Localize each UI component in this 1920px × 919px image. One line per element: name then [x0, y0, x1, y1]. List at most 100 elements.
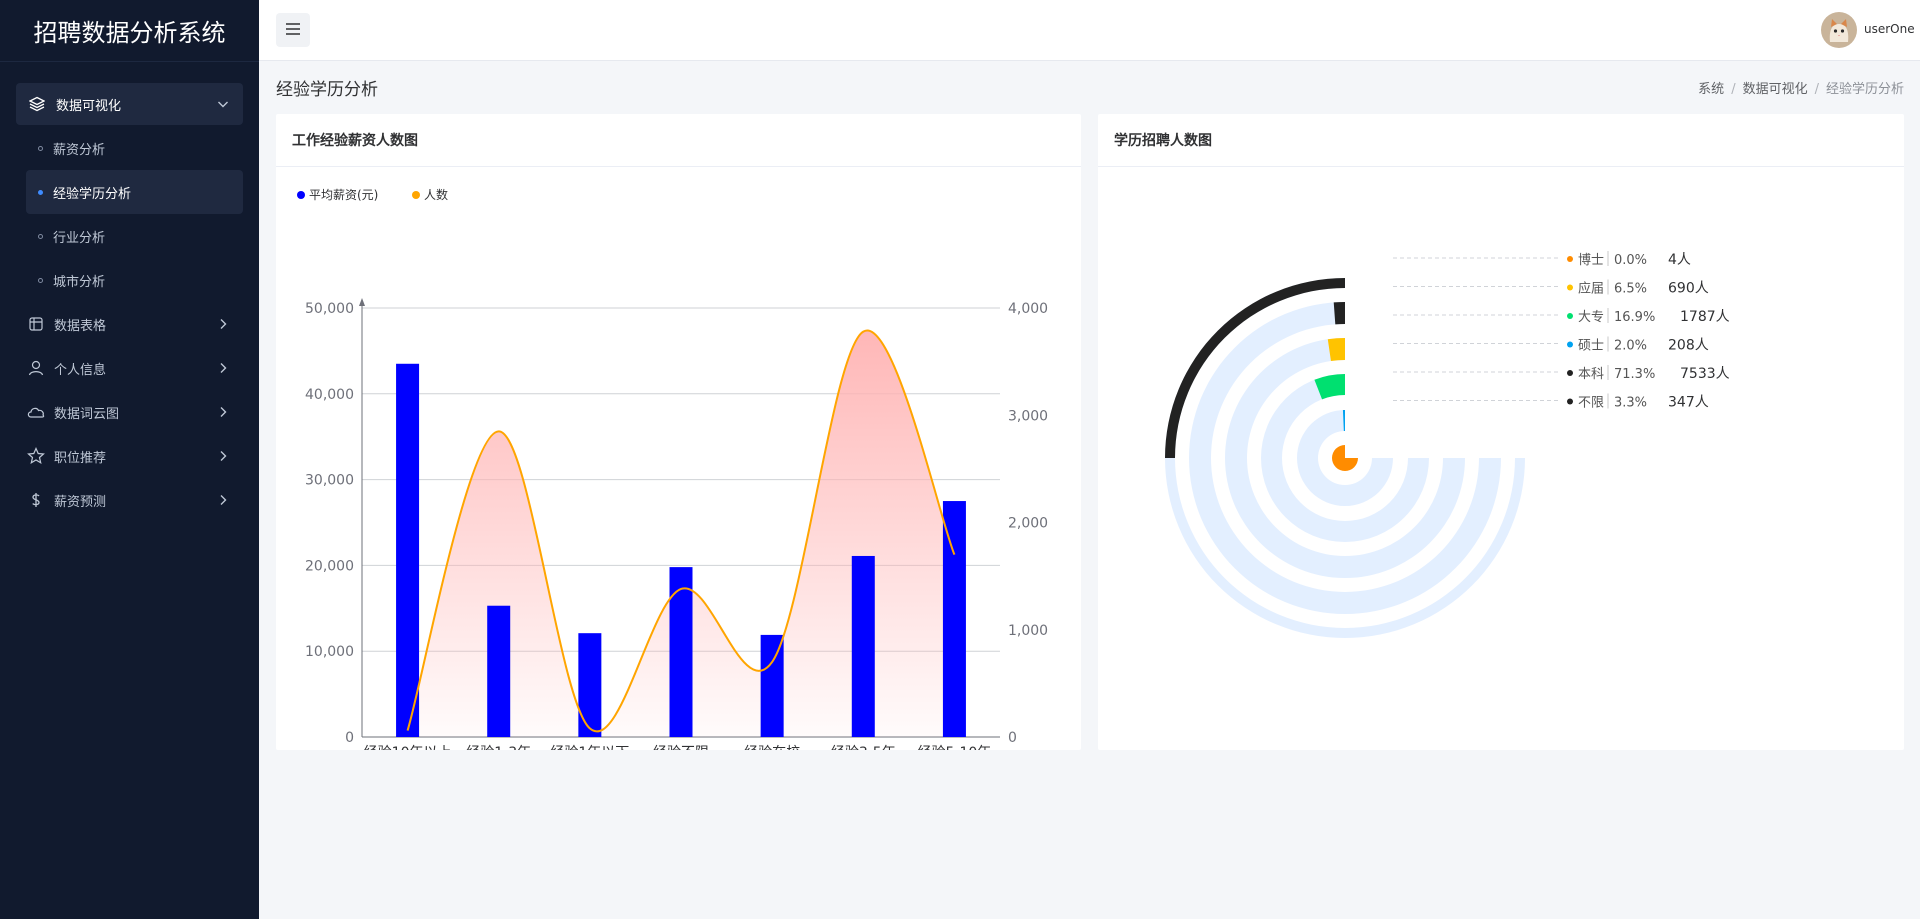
bar-mark[interactable]: [760, 634, 784, 737]
legend-item-salary[interactable]: 平均薪资(元): [297, 188, 378, 202]
legend-item[interactable]: 本科 71.3% 7533人: [1393, 365, 1730, 382]
y-axis-arrow: [359, 298, 365, 306]
bullet-icon: [38, 277, 43, 283]
sidebar-item-industry-analysis[interactable]: 行业分析: [26, 214, 243, 258]
bar-mark[interactable]: [396, 363, 420, 737]
star-icon: [26, 446, 46, 466]
polar-bar-mark[interactable]: [1314, 374, 1345, 400]
top-header: userOne: [259, 0, 1920, 61]
legend-percent: 0.0%: [1614, 253, 1647, 268]
bullet-icon: [38, 189, 43, 195]
sidebar-group-data-visualization[interactable]: 数据可视化: [16, 83, 243, 125]
chevron-right-icon: [215, 404, 231, 420]
table-icon: [26, 314, 46, 334]
y-right-tick-label: 3,000: [1008, 408, 1048, 424]
legend-marker: [1567, 398, 1573, 405]
sidebar-item-data-table[interactable]: 数据表格: [16, 302, 243, 346]
y-right-tick-label: 0: [1008, 730, 1017, 746]
legend-item-count[interactable]: 人数: [412, 187, 448, 202]
legend-label: 应届: [1578, 281, 1604, 297]
y-left-tick-label: 0: [345, 730, 354, 746]
y-right-tick-label: 4,000: [1008, 301, 1048, 317]
legend-marker: [412, 191, 420, 199]
breadcrumb-item-data-visualization[interactable]: 数据可视化: [1742, 82, 1808, 97]
x-tick-label: 经验不限: [653, 745, 709, 750]
breadcrumb: 系统 / 数据可视化 / 经验学历分析: [1698, 82, 1904, 97]
y-left-tick-label: 50,000: [305, 301, 354, 317]
x-tick-label: 经验在校: [744, 744, 800, 750]
legend-item[interactable]: 大专 16.9% 1787人: [1393, 308, 1730, 325]
layers-icon: [28, 95, 46, 113]
sidebar-item-label: 城市分析: [53, 274, 106, 290]
legend-label: 不限: [1578, 396, 1604, 411]
legend-item[interactable]: 不限 3.3% 347人: [1393, 393, 1709, 411]
legend-label: 大专: [1578, 310, 1604, 325]
bullet-icon: [38, 233, 43, 239]
bar-mark[interactable]: [669, 567, 693, 737]
card-title: 学历招聘人数图: [1098, 114, 1904, 167]
page-title: 经验学历分析: [276, 80, 378, 100]
chevron-right-icon: [215, 492, 231, 508]
sidebar-item-label: 薪资分析: [53, 142, 106, 158]
sidebar-item-city-analysis[interactable]: 城市分析: [26, 258, 243, 302]
sidebar-item-job-recommendation[interactable]: 职位推荐: [16, 434, 243, 478]
sidebar-item-salary-prediction[interactable]: 薪资预测: [16, 478, 243, 522]
bullet-icon: [38, 145, 43, 151]
sidebar-item-personal-info[interactable]: 个人信息: [16, 346, 243, 390]
legend-label: 博士: [1578, 253, 1604, 268]
sidebar-menu: 数据可视化 薪资分析 经验学历分析 行业分析 城市分析 数据表格: [0, 62, 259, 522]
sidebar-item-label: 行业分析: [53, 230, 106, 246]
sidebar-item-experience-education[interactable]: 经验学历分析: [26, 170, 243, 214]
sidebar-item-label: 数据词云图: [54, 406, 120, 422]
sidebar-item-label: 薪资预测: [54, 494, 107, 510]
legend-count: 347人: [1668, 395, 1709, 411]
user-icon: [26, 358, 46, 378]
legend-percent: 3.3%: [1614, 396, 1647, 411]
username[interactable]: userOne: [1864, 22, 1915, 36]
card-title: 工作经验薪资人数图: [276, 114, 1081, 167]
chevron-right-icon: [215, 316, 231, 332]
line-area: [407, 330, 955, 737]
y-left-tick-label: 40,000: [305, 387, 354, 403]
menu-toggle-button[interactable]: [276, 13, 310, 47]
hamburger-icon: [285, 21, 301, 40]
bar-mark[interactable]: [578, 633, 602, 737]
legend-label: 硕士: [1578, 339, 1604, 354]
polar-bar-mark[interactable]: [1327, 338, 1345, 362]
legend-marker: [297, 191, 305, 199]
sidebar-item-label: 经验学历分析: [53, 186, 132, 202]
y-left-tick-label: 10,000: [305, 644, 354, 660]
legend-count: 7533人: [1680, 366, 1730, 382]
polar-bar-mark[interactable]: [1342, 410, 1345, 432]
legend-marker: [1567, 284, 1573, 291]
breadcrumb-item-system[interactable]: 系统: [1698, 82, 1725, 97]
bar-mark[interactable]: [851, 555, 875, 737]
legend-item[interactable]: 硕士 2.0% 208人: [1393, 336, 1709, 354]
breadcrumb-item-current: 经验学历分析: [1825, 82, 1904, 97]
x-tick-label: 经验5-10年: [918, 745, 992, 750]
polar-bar-mark[interactable]: [1332, 445, 1358, 471]
sidebar-item-word-cloud[interactable]: 数据词云图: [16, 390, 243, 434]
bar-mark[interactable]: [942, 501, 966, 737]
bar-mark[interactable]: [487, 605, 511, 737]
legend-count: 690人: [1668, 281, 1709, 297]
legend-percent: 6.5%: [1614, 282, 1647, 297]
legend-count: 1787人: [1680, 309, 1730, 325]
sidebar: 招聘数据分析系统 数据可视化 薪资分析 经验学历分析 行业分析 城市分析: [0, 0, 259, 919]
line-series[interactable]: [406, 329, 956, 733]
y-left-tick-label: 20,000: [305, 558, 354, 574]
legend-item[interactable]: 应届 6.5% 690人: [1393, 279, 1709, 297]
legend-label: 人数: [424, 187, 448, 202]
sidebar-item-salary-analysis[interactable]: 薪资分析: [26, 126, 243, 170]
avatar[interactable]: [1821, 12, 1857, 48]
x-tick-label: 经验1年以下: [550, 745, 629, 750]
sidebar-item-label: 职位推荐: [54, 450, 107, 466]
polar-bar-mark[interactable]: [1333, 302, 1345, 325]
x-tick-label: 经验3-5年: [831, 745, 896, 750]
legend-label: 平均薪资(元): [309, 188, 378, 202]
legend-item[interactable]: 博士 0.0% 4人: [1393, 251, 1691, 268]
legend-marker: [1567, 256, 1573, 262]
legend-percent: 16.9%: [1614, 310, 1655, 325]
sidebar-group-label: 数据可视化: [56, 98, 122, 114]
legend-marker: [1567, 341, 1573, 348]
